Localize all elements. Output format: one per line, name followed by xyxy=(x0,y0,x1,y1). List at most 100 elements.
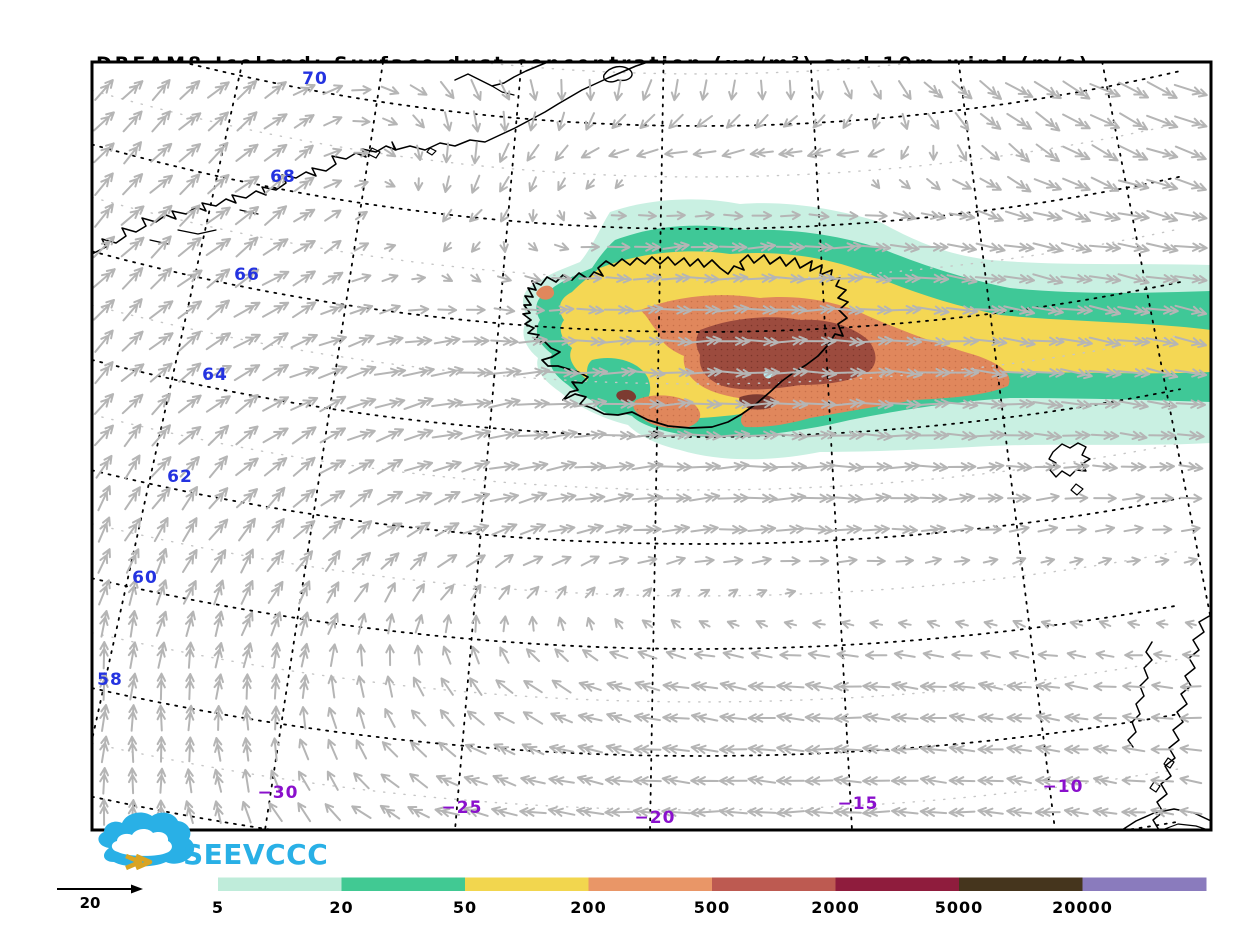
wind-arrow xyxy=(688,461,721,472)
wind-arrow xyxy=(1147,399,1178,410)
wind-arrow xyxy=(772,367,809,378)
wind-arrow xyxy=(577,743,603,755)
wind-arrow xyxy=(323,147,343,157)
wind-arrow xyxy=(1088,274,1122,285)
wind-arrow xyxy=(1092,807,1118,818)
wind-arrow xyxy=(1089,83,1121,98)
wind-arrow xyxy=(779,650,802,660)
wind-arrow xyxy=(97,548,111,574)
wind-arrow xyxy=(1117,368,1151,379)
wind-arrow xyxy=(861,242,892,253)
wind-arrow xyxy=(413,644,423,666)
latitude-label: 64 xyxy=(202,365,228,385)
wind-arrow xyxy=(574,461,607,472)
wind-arrow xyxy=(580,147,600,159)
colorbar-label: 2000 xyxy=(811,898,860,917)
wind-arrow xyxy=(897,619,912,629)
wind-arrow xyxy=(1119,145,1149,161)
wind-arrow xyxy=(870,80,882,100)
wind-arrow xyxy=(487,367,522,377)
wind-arrow xyxy=(384,675,394,698)
wind-arrow xyxy=(945,305,979,316)
wind-arrow xyxy=(611,113,627,129)
wind-arrow xyxy=(660,493,692,503)
wind-arrow xyxy=(412,114,425,129)
wind-arrow xyxy=(1037,650,1058,660)
wind-arrow xyxy=(376,335,404,346)
colorbar-label: 20000 xyxy=(1052,898,1113,917)
wind-arrow xyxy=(213,737,224,762)
wind-arrow xyxy=(208,487,229,510)
wind-arrow xyxy=(1095,650,1115,660)
wind-arrow xyxy=(326,770,339,791)
coastline-ireland-corner-coast xyxy=(1121,808,1211,830)
wind-arrow xyxy=(814,80,824,100)
wind-arrow xyxy=(726,619,740,629)
wind-arrow xyxy=(1061,399,1092,410)
wind-arrow xyxy=(692,148,717,158)
wind-arrow xyxy=(408,304,430,315)
wind-arrow xyxy=(1093,744,1117,755)
wind-arrow xyxy=(151,79,171,101)
colorbar-label: 200 xyxy=(570,898,606,917)
wind-arrow xyxy=(95,454,113,479)
wind-arrow xyxy=(1003,242,1035,253)
wind-arrow xyxy=(1064,712,1089,723)
wind-arrow xyxy=(322,519,344,540)
wind-arrow xyxy=(807,147,831,159)
wind-arrow xyxy=(1062,177,1091,192)
wind-arrow xyxy=(688,305,721,315)
wind-arrow xyxy=(529,79,539,101)
wind-arrow xyxy=(861,492,892,503)
wind-arrow xyxy=(871,113,881,130)
wind-arrow xyxy=(1146,81,1178,99)
wind-arrow xyxy=(404,336,433,346)
wind-arrow xyxy=(1008,524,1030,534)
wind-arrow xyxy=(97,485,111,512)
wind-arrow xyxy=(207,424,230,446)
wind-arrow xyxy=(1064,681,1089,691)
wind-arrow xyxy=(833,807,862,817)
wind-arrow xyxy=(1033,178,1062,192)
wind-arrow xyxy=(519,523,547,536)
wind-arrow xyxy=(93,111,115,132)
wind-arrow xyxy=(1174,177,1207,192)
wind-arrow xyxy=(604,775,633,786)
wind-arrow xyxy=(689,273,720,284)
wind-arrow xyxy=(438,741,457,758)
wind-arrow xyxy=(270,673,281,700)
wind-arrow xyxy=(208,518,229,541)
wind-arrow xyxy=(441,273,453,282)
coastline-greenland-fjord-1 xyxy=(177,229,217,235)
wind-arrow xyxy=(492,774,517,787)
wind-arrow xyxy=(946,274,978,285)
wind-arrow xyxy=(1006,713,1032,723)
wind-arrow xyxy=(238,517,256,542)
wind-arrow xyxy=(522,555,544,567)
wind-arrow xyxy=(773,305,807,315)
wind-arrow xyxy=(744,398,780,409)
wind-arrow xyxy=(918,242,949,252)
wind-arrow xyxy=(1031,305,1064,316)
wind-arrow xyxy=(982,556,999,566)
wind-arrow xyxy=(263,113,288,130)
wind-arrow xyxy=(1003,399,1035,409)
wind-arrow xyxy=(262,301,290,318)
wind-arrow xyxy=(242,673,252,700)
wind-arrow xyxy=(1002,337,1036,348)
colorbar-segment xyxy=(1082,877,1207,891)
wind-arrow xyxy=(1090,114,1120,130)
wind-arrow xyxy=(297,802,312,823)
wind-arrow xyxy=(836,211,859,221)
wind-arrow xyxy=(751,210,773,221)
wind-arrow xyxy=(122,173,144,196)
wind-arrow xyxy=(442,241,453,253)
wind-arrow xyxy=(1088,368,1122,379)
wind-arrow xyxy=(293,208,316,223)
wind-arrow xyxy=(177,394,202,414)
map-frame xyxy=(90,60,1213,832)
wind-arrow xyxy=(1035,143,1060,163)
wind-arrow xyxy=(409,773,429,789)
wind-arrow xyxy=(1092,462,1118,472)
